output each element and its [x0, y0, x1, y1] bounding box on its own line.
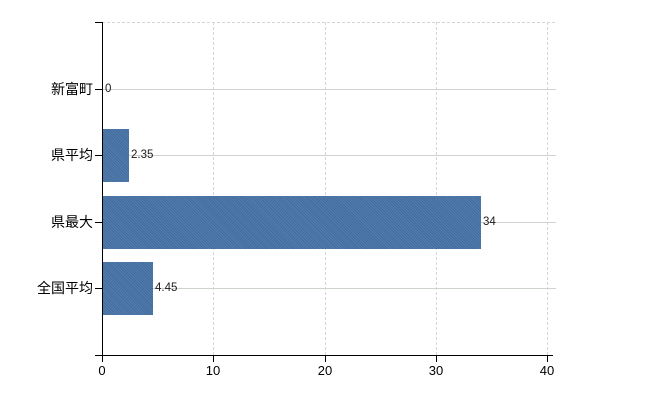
x-axis-tick-label: 20: [317, 363, 333, 378]
x-axis-line: [95, 355, 553, 356]
category-gridline: [102, 288, 556, 289]
x-axis-tick: [547, 356, 548, 362]
x-axis-tick: [213, 356, 214, 362]
y-axis-tick: [95, 222, 102, 223]
category-label: 全国平均: [37, 280, 93, 296]
category-label: 県最大: [51, 214, 93, 230]
bar-value-label: 0: [105, 83, 112, 95]
value-gridline: [436, 22, 437, 355]
y-axis-end-tick: [95, 22, 102, 23]
x-axis-tick: [436, 356, 437, 362]
value-gridline: [213, 22, 214, 355]
y-axis-tick: [95, 89, 102, 90]
y-axis-tick: [95, 288, 102, 289]
x-axis-tick: [325, 356, 326, 362]
bar: [103, 196, 481, 249]
bar-value-label: 2.35: [131, 149, 154, 161]
category-gridline: [102, 89, 556, 90]
plot-border-right: [547, 22, 548, 355]
category-label: 県平均: [51, 147, 93, 163]
bar: [103, 129, 129, 182]
x-axis-tick: [102, 356, 103, 362]
value-gridline: [325, 22, 326, 355]
x-axis-tick-label: 0: [98, 363, 106, 378]
bar: [103, 262, 153, 315]
category-label: 新富町: [51, 81, 93, 97]
category-gridline: [102, 155, 556, 156]
plot-border-top: [102, 22, 556, 23]
x-axis-tick-label: 10: [205, 363, 221, 378]
bar-value-label: 4.45: [155, 282, 178, 294]
y-axis-line: [102, 22, 103, 356]
bar-value-label: 34: [483, 216, 496, 228]
x-axis-tick-label: 40: [539, 363, 555, 378]
y-axis-tick: [95, 155, 102, 156]
x-axis-tick-label: 30: [428, 363, 444, 378]
